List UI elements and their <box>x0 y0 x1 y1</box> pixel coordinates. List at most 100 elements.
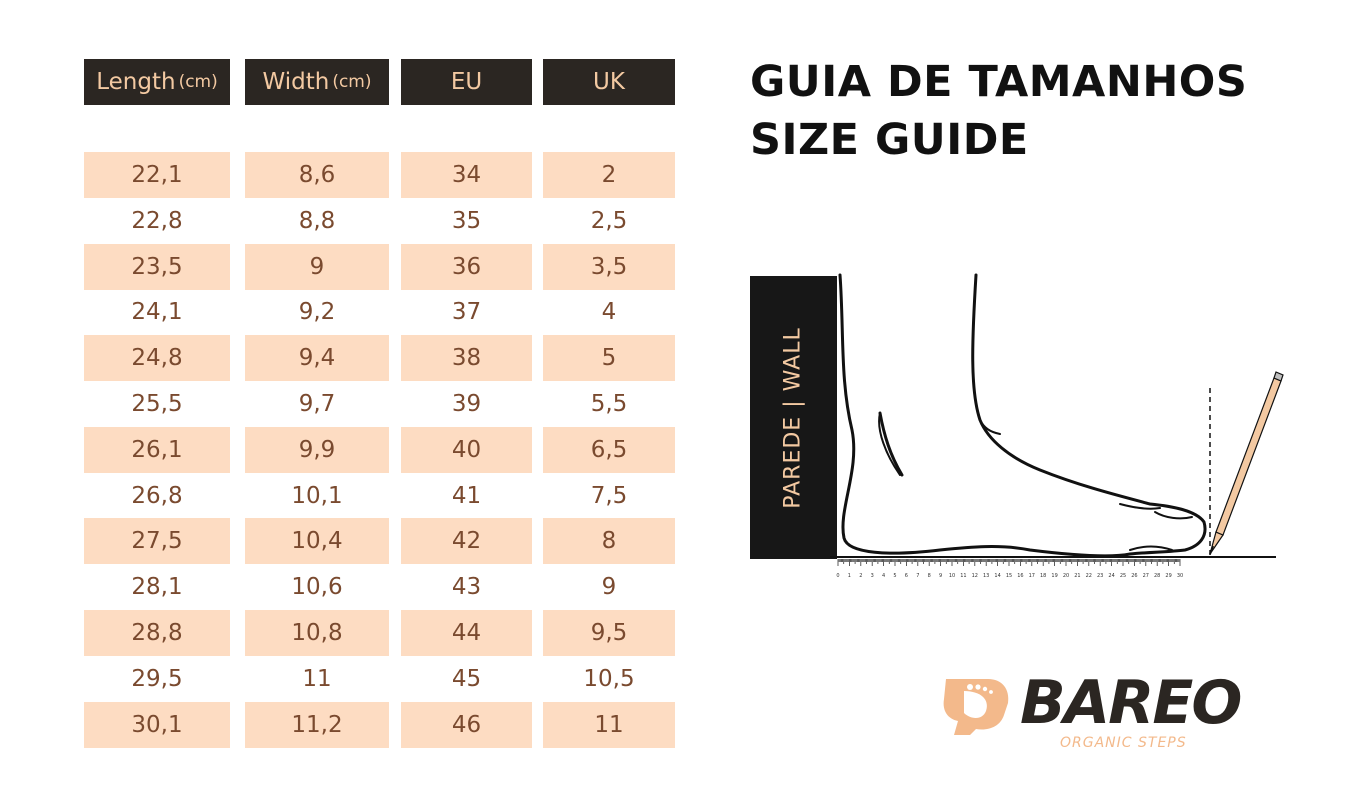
cell-length: 22,8 <box>131 207 183 234</box>
header-eu-label: EU <box>450 69 483 95</box>
cell-width: 8,6 <box>245 152 389 198</box>
ruler-label: 6 <box>905 573 908 579</box>
cell-length: 30,1 <box>84 701 230 748</box>
cell-eu: 37 <box>451 299 482 326</box>
ruler-label: 21 <box>1074 573 1080 579</box>
header-eu: EU <box>401 59 532 105</box>
ruler-label: 17 <box>1029 573 1035 579</box>
cell-uk: 8 <box>543 518 675 565</box>
cell-length: 24,1 <box>131 299 183 326</box>
cell-width: 9,4 <box>245 335 389 382</box>
title-english: SIZE GUIDE <box>750 115 1029 165</box>
cell-width: 10,6 <box>291 574 343 601</box>
ruler-label: 19 <box>1051 573 1057 579</box>
ruler-label: 27 <box>1143 573 1149 579</box>
cell-uk: 5,5 <box>590 391 628 417</box>
ruler-label: 18 <box>1040 573 1046 579</box>
cell-uk: 3,5 <box>543 243 675 290</box>
cell-eu: 38 <box>401 335 532 382</box>
cell-eu: 45 <box>451 665 482 692</box>
cell-width: 9 <box>245 243 389 290</box>
header-length: Length (cm) <box>84 59 230 105</box>
ruler-label: 23 <box>1097 573 1103 579</box>
cell-length: 24,8 <box>84 335 230 382</box>
cell-uk: 5 <box>543 335 675 382</box>
ruler-label: 1 <box>848 573 851 579</box>
pencil-icon <box>1209 371 1284 555</box>
cell-uk: 2,5 <box>590 207 628 234</box>
cell-width: 10,4 <box>245 518 389 565</box>
ruler-label: 2 <box>859 573 862 579</box>
cell-uk: 10,5 <box>583 665 635 692</box>
ruler-label: 3 <box>871 573 874 579</box>
cell-length: 28,1 <box>131 574 183 601</box>
header-width-label: Width <box>262 69 330 95</box>
ruler-label: 20 <box>1063 573 1069 579</box>
cell-uk: 4 <box>601 299 617 326</box>
wall-block <box>750 276 837 559</box>
cell-length: 28,8 <box>84 610 230 656</box>
cell-uk: 7,5 <box>590 482 628 509</box>
ruler-label: 7 <box>916 573 919 579</box>
ruler-label: 30 <box>1177 573 1183 579</box>
header-length-unit: (cm) <box>178 72 218 92</box>
header-uk-label: UK <box>593 69 625 95</box>
cell-width: 10,8 <box>245 610 389 656</box>
ruler-ticks <box>837 559 1181 566</box>
ruler-label: 9 <box>939 573 942 579</box>
cell-eu: 35 <box>451 207 482 234</box>
cell-length: 25,5 <box>131 391 183 417</box>
ruler-label: 28 <box>1154 573 1160 579</box>
cell-length: 26,1 <box>84 426 230 473</box>
cell-uk: 6,5 <box>543 426 675 473</box>
ruler-label: 0 <box>836 573 839 579</box>
ruler-label: 25 <box>1120 573 1126 579</box>
brand-tagline: ORGANIC STEPS <box>1060 735 1187 751</box>
ruler-label: 26 <box>1131 573 1137 579</box>
cell-length: 23,5 <box>84 243 230 290</box>
cell-eu: 39 <box>451 391 482 417</box>
ruler-label: 16 <box>1017 573 1023 579</box>
cell-length: 26,8 <box>131 482 183 509</box>
cell-uk: 9 <box>601 574 617 601</box>
ruler-label: 15 <box>1006 573 1012 579</box>
cell-uk: 9,5 <box>543 610 675 656</box>
cell-eu: 43 <box>451 574 482 601</box>
wall-label: PAREDE | WALL <box>780 327 806 509</box>
cell-length: 22,1 <box>84 152 230 198</box>
ruler-label: 8 <box>928 573 931 579</box>
cell-uk: 11 <box>543 701 675 748</box>
cell-eu: 40 <box>401 426 532 473</box>
header-length-label: Length <box>96 69 176 95</box>
ruler-labels: 0 1 2 3 4 5 6 7 8 9 10 11 12 13 14 15 16 17 18 19 20 21 22 23 24… <box>836 573 1183 579</box>
ruler-label: 29 <box>1165 573 1171 579</box>
ruler-label: 22 <box>1086 573 1092 579</box>
cell-eu: 44 <box>401 610 532 656</box>
ruler-label: 24 <box>1108 573 1114 579</box>
cell-width: 9,2 <box>298 299 336 326</box>
ruler-label: 13 <box>983 573 989 579</box>
cell-uk: 2 <box>543 152 675 198</box>
cell-width: 9,7 <box>298 391 336 417</box>
ruler-label: 14 <box>994 573 1000 579</box>
header-width-unit: (cm) <box>332 72 372 92</box>
ruler-label: 4 <box>882 573 885 579</box>
header-width: Width (cm) <box>245 59 389 105</box>
cell-width: 11,2 <box>245 701 389 748</box>
foot-illustration <box>838 273 1207 558</box>
cell-eu: 41 <box>451 482 482 509</box>
cell-width: 10,1 <box>291 482 343 509</box>
foot-logo-icon <box>943 679 1009 735</box>
ruler-label: 12 <box>972 573 978 579</box>
ruler-label: 10 <box>949 573 955 579</box>
title-portuguese: GUIA DE TAMANHOS <box>750 57 1248 107</box>
cell-width: 9,9 <box>245 426 389 473</box>
ruler-label: 11 <box>960 573 966 579</box>
cell-eu: 42 <box>401 518 532 565</box>
cell-width: 11 <box>302 665 332 692</box>
foot-measurement-illustration: 0 1 2 3 4 5 6 7 8 9 10 11 12 13 14 15 16 17 18 19 20 21 22 23 24… <box>830 273 1284 579</box>
header-uk: UK <box>543 59 675 105</box>
cell-length: 29,5 <box>131 665 183 692</box>
cell-eu: 34 <box>401 152 532 198</box>
cell-width: 8,8 <box>298 207 336 234</box>
